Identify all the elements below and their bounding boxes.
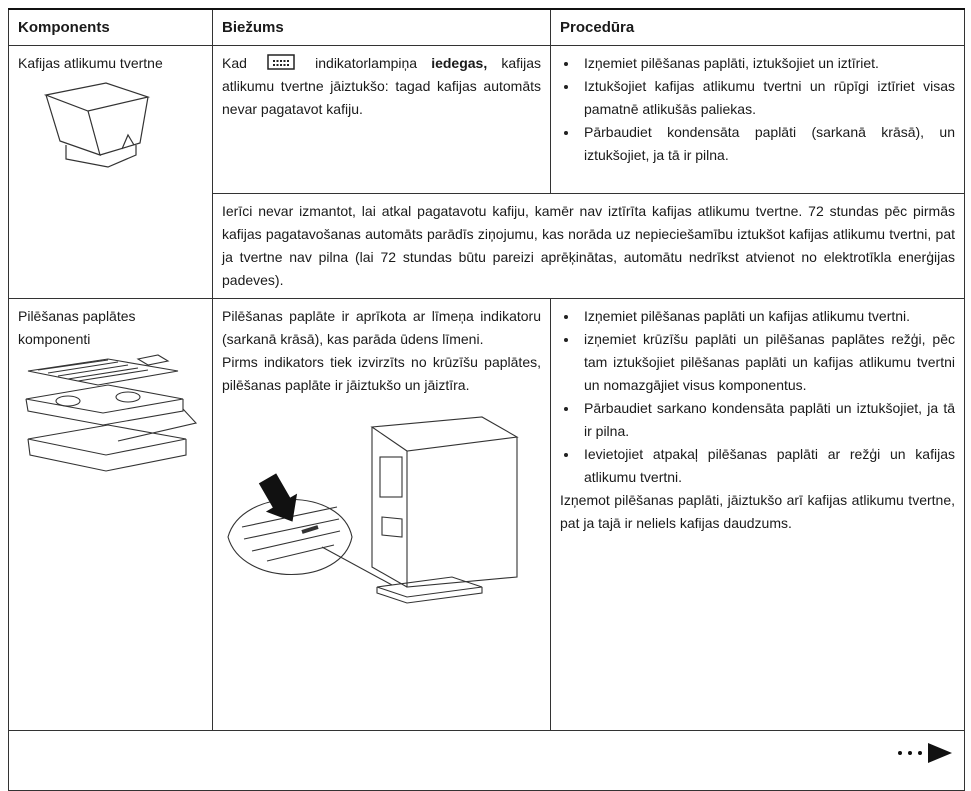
procedure-step: Izņemiet pilēšanas paplāti, iztukšojiet … <box>560 52 955 75</box>
bold-text: iedegas, <box>431 55 488 71</box>
procedure-cell: Izņemiet pilēšanas paplāti, iztukšojiet … <box>550 45 965 194</box>
procedure-step: izņemiet krūzīšu paplāti un pilēšanas pa… <box>560 328 955 397</box>
procedure-list: Izņemiet pilēšanas paplāti un kafijas at… <box>560 305 955 489</box>
procedure-note: Izņemot pilēšanas paplāti, jāiztukšo arī… <box>560 492 955 531</box>
component-cell: Kafijas atlikumu tvertne <box>8 45 213 299</box>
illustration <box>25 354 198 472</box>
note-cell: Ierīci nevar izmantot, lai atkal pagatav… <box>212 193 965 299</box>
row: Pilēšanas paplātes komponenti Pilēšanas … <box>8 298 965 731</box>
component-name: Pilēšanas paplātes komponenti <box>18 308 136 347</box>
procedure-cell: Izņemiet pilēšanas paplāti un kafijas at… <box>550 298 965 731</box>
header-cell: Biežums <box>212 8 551 46</box>
frequency-cell: Pilēšanas paplāte ir aprīkota ar līmeņa … <box>212 298 551 731</box>
text: kafijas atlikumu tvertne jāiztukšo: taga… <box>222 55 542 117</box>
frequency-text: Kad indikatorlampiņa iedegas, kafijas at… <box>222 52 541 121</box>
component-name: Kafijas atlikumu tvertne <box>18 55 163 71</box>
procedure-step: Ievietojiet atpakaļ pilēšanas paplāti ar… <box>560 443 955 489</box>
row: Kafijas atlikumu tvertne Kad indikatorla… <box>8 45 965 299</box>
header-row: Komponents Biežums Procedūra <box>8 8 965 46</box>
component-cell: Pilēšanas paplātes komponenti <box>8 298 213 731</box>
procedure-list: Izņemiet pilēšanas paplāti, iztukšojiet … <box>560 52 955 167</box>
illustration <box>43 82 151 168</box>
text: indikatorlampiņa <box>315 55 418 71</box>
continuation-row <box>8 730 965 791</box>
text: Kad <box>222 55 247 71</box>
page: Komponents Biežums Procedūra Kafijas atl… <box>8 8 965 791</box>
frequency-cell: Kad indikatorlampiņa iedegas, kafijas at… <box>212 45 551 194</box>
maintenance-table: Komponents Biežums Procedūra Kafijas atl… <box>8 8 965 791</box>
note-text: Ierīci nevar izmantot, lai atkal pagatav… <box>222 203 955 288</box>
procedure-step: Izņemiet pilēšanas paplāti un kafijas at… <box>560 305 955 328</box>
indicator-icon <box>267 54 295 70</box>
note-row: Ierīci nevar izmantot, lai atkal pagatav… <box>9 193 965 299</box>
continue-arrow <box>898 743 952 763</box>
procedure-step: Iztukšojiet kafijas atlikumu tvertni un … <box>560 75 955 121</box>
header-cell: Procedūra <box>550 8 965 46</box>
header-cell: Komponents <box>8 8 213 46</box>
frequency-text: Pirms indikators tiek izvirzīts no krūzī… <box>222 354 541 393</box>
procedure-step: Pārbaudiet sarkano kondensāta paplāti un… <box>560 397 955 443</box>
illustration <box>227 416 519 604</box>
procedure-step: Pārbaudiet kondensāta paplāti (sarkanā k… <box>560 121 955 167</box>
frequency-text: Pilēšanas paplāte ir aprīkota ar līmeņa … <box>222 308 541 347</box>
continuation-cell <box>8 730 965 791</box>
